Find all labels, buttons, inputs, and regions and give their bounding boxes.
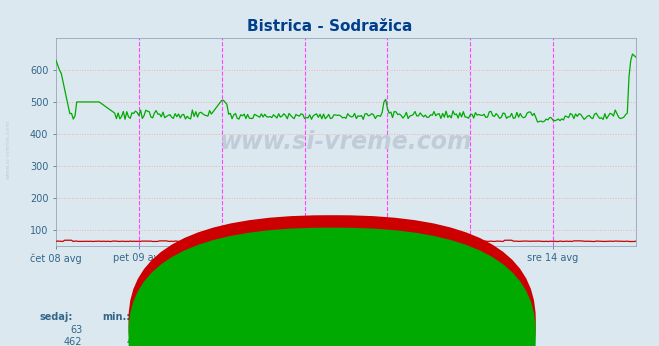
Text: www.si-vreme.com: www.si-vreme.com — [219, 130, 473, 154]
Text: temperatura[F]: temperatura[F] — [343, 325, 418, 335]
Text: 462: 462 — [64, 337, 82, 346]
Text: www.si-vreme.com: www.si-vreme.com — [6, 119, 11, 179]
Text: Meritve: trenutne  Enote: anglešaške  Črta: povprečje: Meritve: trenutne Enote: anglešaške Črta… — [208, 287, 451, 297]
Text: Bistrica - Sodražica: Bistrica - Sodražica — [247, 19, 412, 34]
Text: 665: 665 — [245, 337, 264, 346]
Text: 422: 422 — [127, 337, 145, 346]
Text: 463: 463 — [186, 337, 204, 346]
Text: pretok[čevelj3/min]: pretok[čevelj3/min] — [343, 337, 438, 346]
Text: zadnji teden / 30 minut.: zadnji teden / 30 minut. — [275, 272, 384, 281]
Text: Bistrica – Sodražica: Bistrica – Sodražica — [339, 312, 454, 322]
Text: 67: 67 — [192, 325, 204, 335]
Text: 71: 71 — [251, 325, 264, 335]
Text: sedaj:: sedaj: — [40, 312, 73, 322]
Text: povpr.:: povpr.: — [161, 312, 200, 322]
Text: 63: 63 — [70, 325, 82, 335]
Text: navpična črta - razdelek 24 ur: navpična črta - razdelek 24 ur — [262, 301, 397, 311]
Text: Slovenija / reke in morje.: Slovenija / reke in morje. — [273, 258, 386, 267]
Text: maks.:: maks.: — [221, 312, 258, 322]
Text: min.:: min.: — [102, 312, 130, 322]
Text: 63: 63 — [132, 325, 145, 335]
